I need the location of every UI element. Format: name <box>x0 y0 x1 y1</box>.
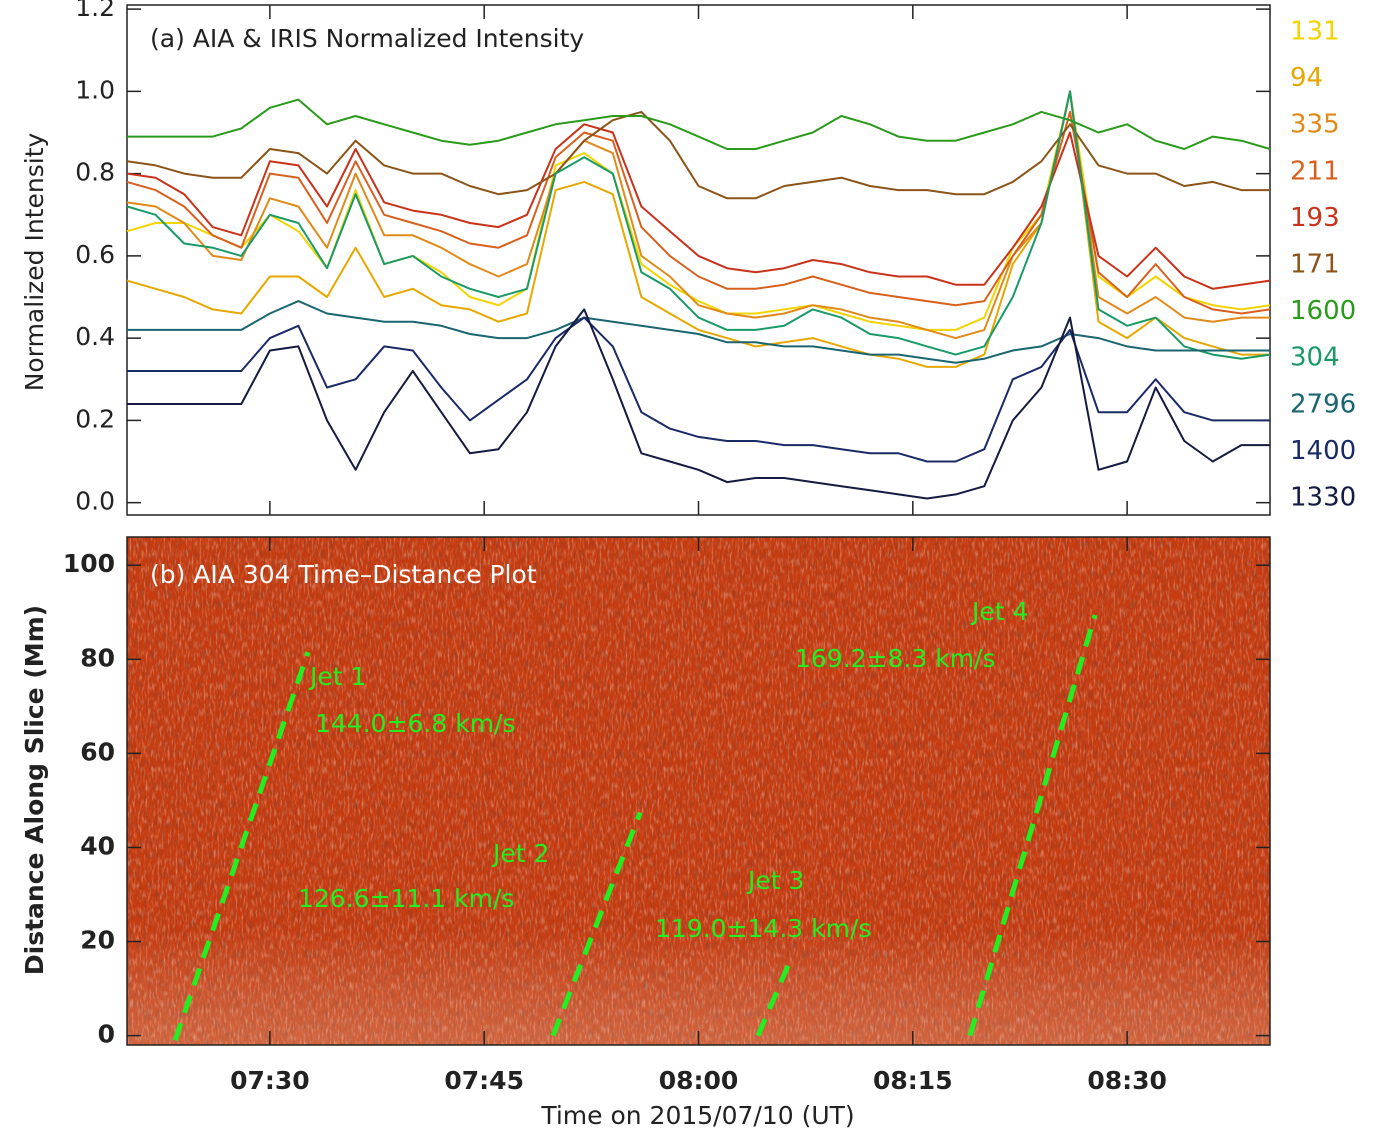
y-tick-label: 60 <box>80 737 115 766</box>
series-line <box>127 98 1271 150</box>
jet-name: Jet 4 <box>970 597 1028 626</box>
legend-label: 1600 <box>1290 296 1356 326</box>
jet-speed: 144.0±6.8 km/s <box>315 709 516 738</box>
series-line <box>127 300 1270 364</box>
x-axis-label: Time on 2015/07/10 (UT) <box>540 1101 854 1130</box>
y-tick-label: 0.4 <box>75 322 115 351</box>
y-tick-label: 0.6 <box>75 240 115 269</box>
y-tick-label: 1.2 <box>75 0 115 22</box>
legend-label: 1400 <box>1290 436 1356 466</box>
legend-label: 335 <box>1290 110 1340 140</box>
y-tick-label: 40 <box>80 831 115 860</box>
y-tick-label: 0.2 <box>75 404 115 433</box>
legend-label: 131 <box>1290 17 1340 47</box>
jet-name: Jet 3 <box>746 866 804 895</box>
y-tick-label: 100 <box>63 549 115 578</box>
x-tick-label: 07:30 <box>230 1066 310 1095</box>
jet-speed: 169.2±8.3 km/s <box>795 644 996 673</box>
y-axis-label: Normalized Intensity <box>20 133 49 392</box>
jet-speed: 119.0±14.3 km/s <box>655 914 871 943</box>
legend-label: 211 <box>1290 156 1340 186</box>
series-line <box>172 651 311 1042</box>
legend-label: 2796 <box>1290 389 1356 419</box>
series-line <box>126 123 1271 290</box>
panel-a-frame <box>126 4 1271 516</box>
series-line <box>755 964 791 1037</box>
legend-label: 1330 <box>1290 483 1356 513</box>
jet-name: Jet 1 <box>308 662 366 691</box>
legend-label: 304 <box>1290 343 1340 373</box>
x-tick-label: 08:00 <box>659 1066 739 1095</box>
y-tick-label: 20 <box>80 926 115 955</box>
x-tick-label: 08:30 <box>1087 1066 1167 1095</box>
series-line <box>126 110 1270 200</box>
legend-label: 193 <box>1290 203 1340 233</box>
y-tick-label: 0.0 <box>75 487 115 516</box>
series-line <box>126 110 1271 315</box>
y-tick-label: 0.8 <box>75 158 115 187</box>
legend-label: 171 <box>1290 250 1340 280</box>
y-axis-label: Distance Along Slice (Mm) <box>20 605 49 975</box>
jet-name: Jet 2 <box>491 839 549 868</box>
series-line <box>127 316 1270 463</box>
x-tick-label: 08:15 <box>873 1066 953 1095</box>
series-line <box>967 614 1098 1037</box>
y-tick-label: 80 <box>80 643 115 672</box>
legend-label: 94 <box>1290 63 1323 93</box>
series-line <box>550 811 643 1037</box>
y-tick-label: 0 <box>98 1020 115 1049</box>
jet-speed: 126.6±11.1 km/s <box>298 884 514 913</box>
panel-a-title: (a) AIA & IRIS Normalized Intensity <box>150 24 584 53</box>
series-line <box>127 308 1270 500</box>
x-tick-label: 07:45 <box>444 1066 524 1095</box>
series-line <box>126 90 1271 360</box>
panel-b-title: (b) AIA 304 Time–Distance Plot <box>150 560 537 589</box>
y-tick-label: 1.0 <box>75 75 115 104</box>
time-distance-image <box>127 537 1270 1045</box>
